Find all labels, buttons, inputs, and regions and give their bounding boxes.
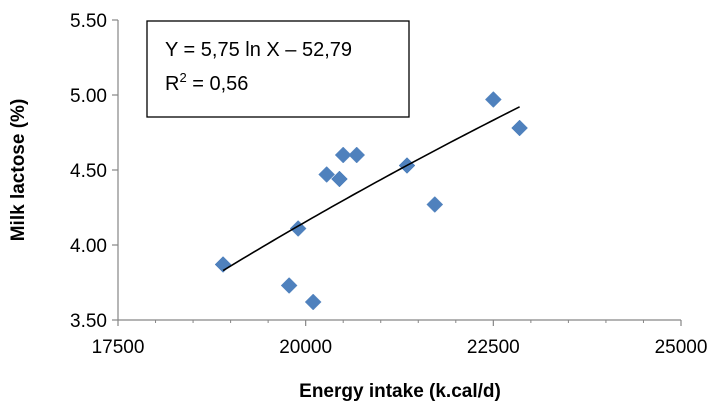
data-point [331, 170, 348, 188]
x-axis-title: Energy intake (k.cal/d) [299, 381, 501, 402]
trendline-equation: Y = 5,75 ln X – 52,79 [165, 39, 352, 61]
data-points [214, 91, 528, 311]
y-tick-labels: 3.50 4.00 4.50 5.00 5.50 [70, 11, 107, 332]
y-tick-label: 5.00 [70, 86, 107, 107]
data-point [304, 293, 322, 311]
equation-box: Y = 5,75 ln X – 52,79 R2 = 0,56 [146, 20, 410, 118]
r-squared-base: R [165, 73, 179, 95]
data-point [318, 166, 336, 183]
x-tick-label: 17500 [92, 337, 145, 358]
r-squared-value: = 0,56 [187, 73, 249, 95]
x-tick-label: 22500 [467, 337, 520, 358]
data-point [334, 146, 352, 164]
r-squared-label: R2 = 0,56 [165, 70, 248, 95]
y-tick-label: 3.50 [70, 311, 107, 332]
data-point [348, 146, 366, 164]
y-tick-label: 5.50 [70, 11, 107, 32]
data-point [511, 119, 528, 137]
trendline [222, 106, 520, 272]
x-tick-label: 20000 [279, 337, 332, 358]
trendline-layer [222, 106, 520, 272]
data-point [426, 196, 444, 213]
y-tick-label: 4.00 [70, 236, 107, 257]
data-point [280, 277, 298, 294]
x-tick-labels: 17500 20000 22500 25000 [92, 337, 708, 358]
data-point [484, 91, 502, 108]
r-squared-exponent: 2 [179, 70, 186, 85]
equation-box-frame [146, 20, 410, 118]
y-axis-title: Milk lactose (%) [8, 99, 29, 242]
x-tick-label: 25000 [655, 337, 708, 358]
y-tick-label: 4.50 [70, 161, 107, 182]
